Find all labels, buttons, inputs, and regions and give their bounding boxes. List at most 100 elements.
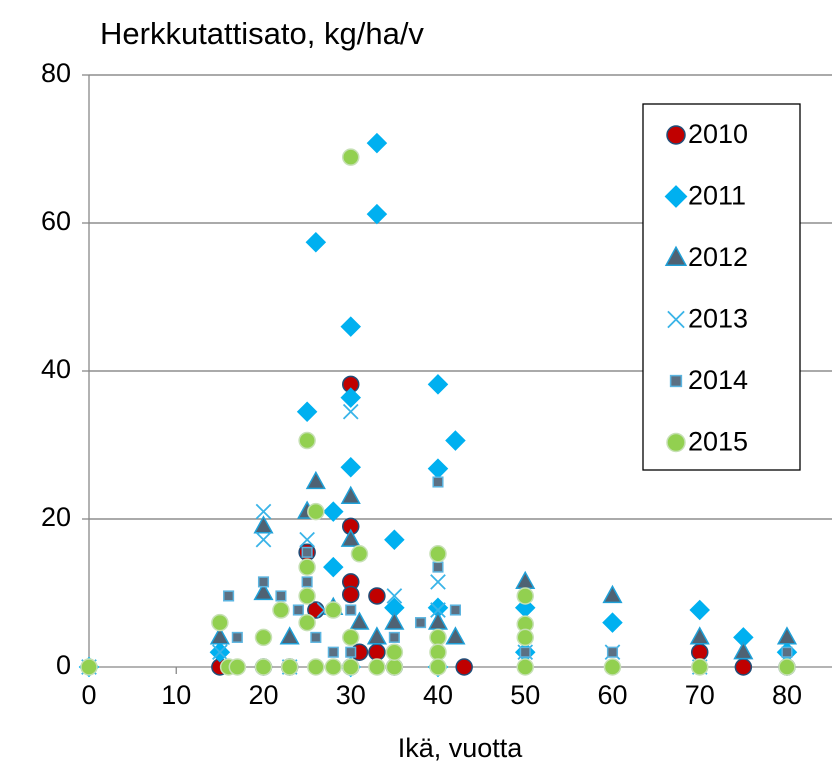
data-point <box>689 626 710 645</box>
legend-label: 2012 <box>688 242 748 272</box>
x-tick-label: 70 <box>685 680 715 710</box>
data-point <box>606 646 619 658</box>
data-point <box>689 599 710 621</box>
x-tick-label: 60 <box>597 680 627 710</box>
data-point <box>327 646 339 658</box>
data-point <box>368 643 386 661</box>
data-point <box>776 626 798 645</box>
data-point <box>257 576 270 588</box>
data-point <box>342 403 359 420</box>
data-point <box>254 658 273 676</box>
data-point <box>323 501 344 522</box>
data-point <box>292 604 304 616</box>
data-point <box>272 601 290 619</box>
legend-marker <box>666 125 686 145</box>
data-point <box>209 626 230 645</box>
data-point <box>733 641 754 660</box>
legend-marker <box>664 245 688 266</box>
data-point <box>340 387 362 408</box>
legend-marker <box>666 432 686 453</box>
data-point <box>324 658 343 676</box>
data-point <box>455 658 473 676</box>
data-point <box>430 574 446 590</box>
data-point <box>427 458 449 479</box>
data-point <box>298 587 316 605</box>
data-point <box>341 585 360 604</box>
y-tick-label: 80 <box>41 58 71 88</box>
data-point <box>340 528 361 547</box>
data-point <box>211 613 229 632</box>
data-point <box>80 658 98 676</box>
data-point <box>432 561 444 573</box>
data-point <box>515 570 536 590</box>
data-point <box>298 431 316 450</box>
data-point <box>280 658 299 676</box>
data-point <box>305 231 327 253</box>
data-point <box>340 485 361 504</box>
x-tick-label: 0 <box>81 680 96 710</box>
data-point <box>430 602 446 618</box>
data-point <box>429 643 447 661</box>
x-tick-label: 40 <box>423 680 453 710</box>
y-tick-label: 60 <box>41 206 71 236</box>
x-axis-label: Ikä, vuotta <box>398 733 524 763</box>
data-point <box>307 658 325 676</box>
data-point <box>432 476 444 488</box>
data-point <box>384 611 405 630</box>
data-point <box>429 628 447 647</box>
legend-marker <box>669 374 683 388</box>
data-point <box>228 658 247 676</box>
legend-box <box>642 103 801 471</box>
data-point <box>275 590 287 602</box>
x-tick-label: 20 <box>248 680 278 710</box>
data-point <box>781 646 793 658</box>
data-point <box>519 646 531 658</box>
data-point <box>310 631 322 643</box>
legend-marker <box>664 185 688 208</box>
data-point <box>253 581 274 601</box>
data-point <box>449 604 461 616</box>
data-point <box>602 584 623 604</box>
y-tick-label: 40 <box>41 354 71 384</box>
legend-label: 2014 <box>688 365 748 395</box>
data-point <box>386 588 403 604</box>
chart-title: Herkkutattisato, kg/ha/v <box>100 16 424 51</box>
legend-label: 2013 <box>688 304 748 334</box>
x-tick-label: 50 <box>510 680 540 710</box>
data-point <box>516 628 534 647</box>
x-tick-label: 80 <box>772 680 802 710</box>
data-point <box>516 587 534 605</box>
data-point <box>384 529 405 550</box>
data-point <box>231 631 243 643</box>
x-tick-label: 10 <box>161 680 191 710</box>
data-point <box>366 203 388 225</box>
data-point <box>255 503 272 520</box>
data-point <box>778 658 796 676</box>
data-point <box>366 626 387 645</box>
data-point <box>279 626 300 645</box>
data-point <box>255 531 272 548</box>
data-point <box>388 631 400 643</box>
data-point <box>298 613 316 632</box>
data-point <box>385 658 404 676</box>
legend-label: 2015 <box>688 427 748 457</box>
data-point <box>350 545 369 563</box>
data-point <box>298 558 316 576</box>
data-point <box>340 456 362 478</box>
data-point <box>349 611 370 630</box>
data-point <box>690 643 709 661</box>
data-point <box>345 646 357 658</box>
data-point <box>341 658 360 676</box>
data-point <box>516 658 534 676</box>
data-point <box>340 316 362 337</box>
data-point <box>690 658 709 676</box>
legend-label: 2010 <box>688 119 748 149</box>
x-tick-label: 30 <box>336 680 366 710</box>
data-point <box>734 658 753 676</box>
data-point <box>368 587 386 605</box>
y-tick-label: 0 <box>56 650 71 680</box>
data-point <box>603 658 622 676</box>
legend-marker <box>667 310 685 329</box>
data-point <box>341 628 360 647</box>
